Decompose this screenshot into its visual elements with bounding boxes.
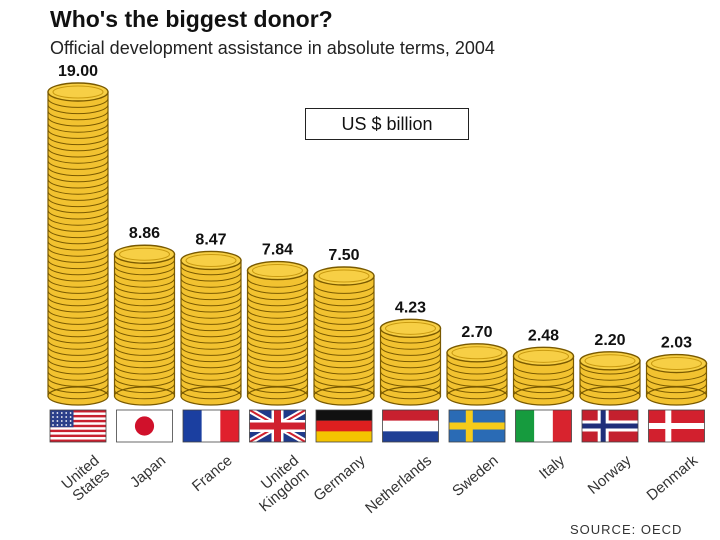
category-label: Italy [536, 452, 568, 483]
value-label: 2.03 [661, 335, 692, 352]
germany-flag-icon [315, 409, 373, 443]
denmark-flag-icon [648, 409, 705, 443]
norway-flag-icon [581, 409, 639, 443]
italy-flag-icon [515, 409, 572, 443]
category-label: UnitedKingdom [246, 452, 313, 515]
category-label: France [189, 452, 236, 495]
value-label: 7.50 [328, 247, 359, 264]
category-label: Germany [310, 452, 369, 505]
japan-flag-icon [116, 409, 173, 443]
bar-norway [579, 351, 641, 406]
sweden-flag-icon [448, 409, 506, 443]
us-flag-icon [49, 409, 107, 443]
bar-germany [313, 266, 375, 406]
value-label: 4.23 [395, 299, 426, 316]
category-label: Netherlands [362, 452, 435, 517]
bar-us [47, 82, 109, 406]
bar-japan [113, 244, 176, 406]
bar-netherlands [379, 318, 442, 406]
bar-italy [512, 346, 575, 406]
value-label: 2.20 [594, 332, 625, 349]
value-label: 2.48 [528, 327, 559, 344]
value-label: 8.47 [195, 231, 226, 248]
chart-subtitle: Official development assistance in absol… [50, 38, 495, 58]
uk-flag-icon [249, 409, 306, 443]
bar-france [180, 250, 242, 406]
bar-sweden [446, 343, 508, 406]
category-label: Norway [585, 452, 635, 498]
category-label: Japan [127, 452, 169, 491]
value-label: 19.00 [58, 63, 98, 80]
unit-label: US $ billion [305, 108, 469, 140]
value-label: 7.84 [262, 242, 293, 259]
france-flag-icon [182, 409, 240, 443]
chart-title: Who's the biggest donor? [50, 6, 333, 32]
netherlands-flag-icon [382, 409, 439, 443]
value-label: 2.70 [461, 324, 492, 341]
category-label: Denmark [644, 452, 702, 504]
category-label: UnitedStates [58, 452, 112, 505]
bar-uk [246, 260, 309, 406]
bar-denmark [645, 353, 708, 406]
category-label: Sweden [449, 452, 501, 500]
value-label: 8.86 [129, 225, 160, 242]
source-note: SOURCE: OECD [570, 522, 683, 537]
